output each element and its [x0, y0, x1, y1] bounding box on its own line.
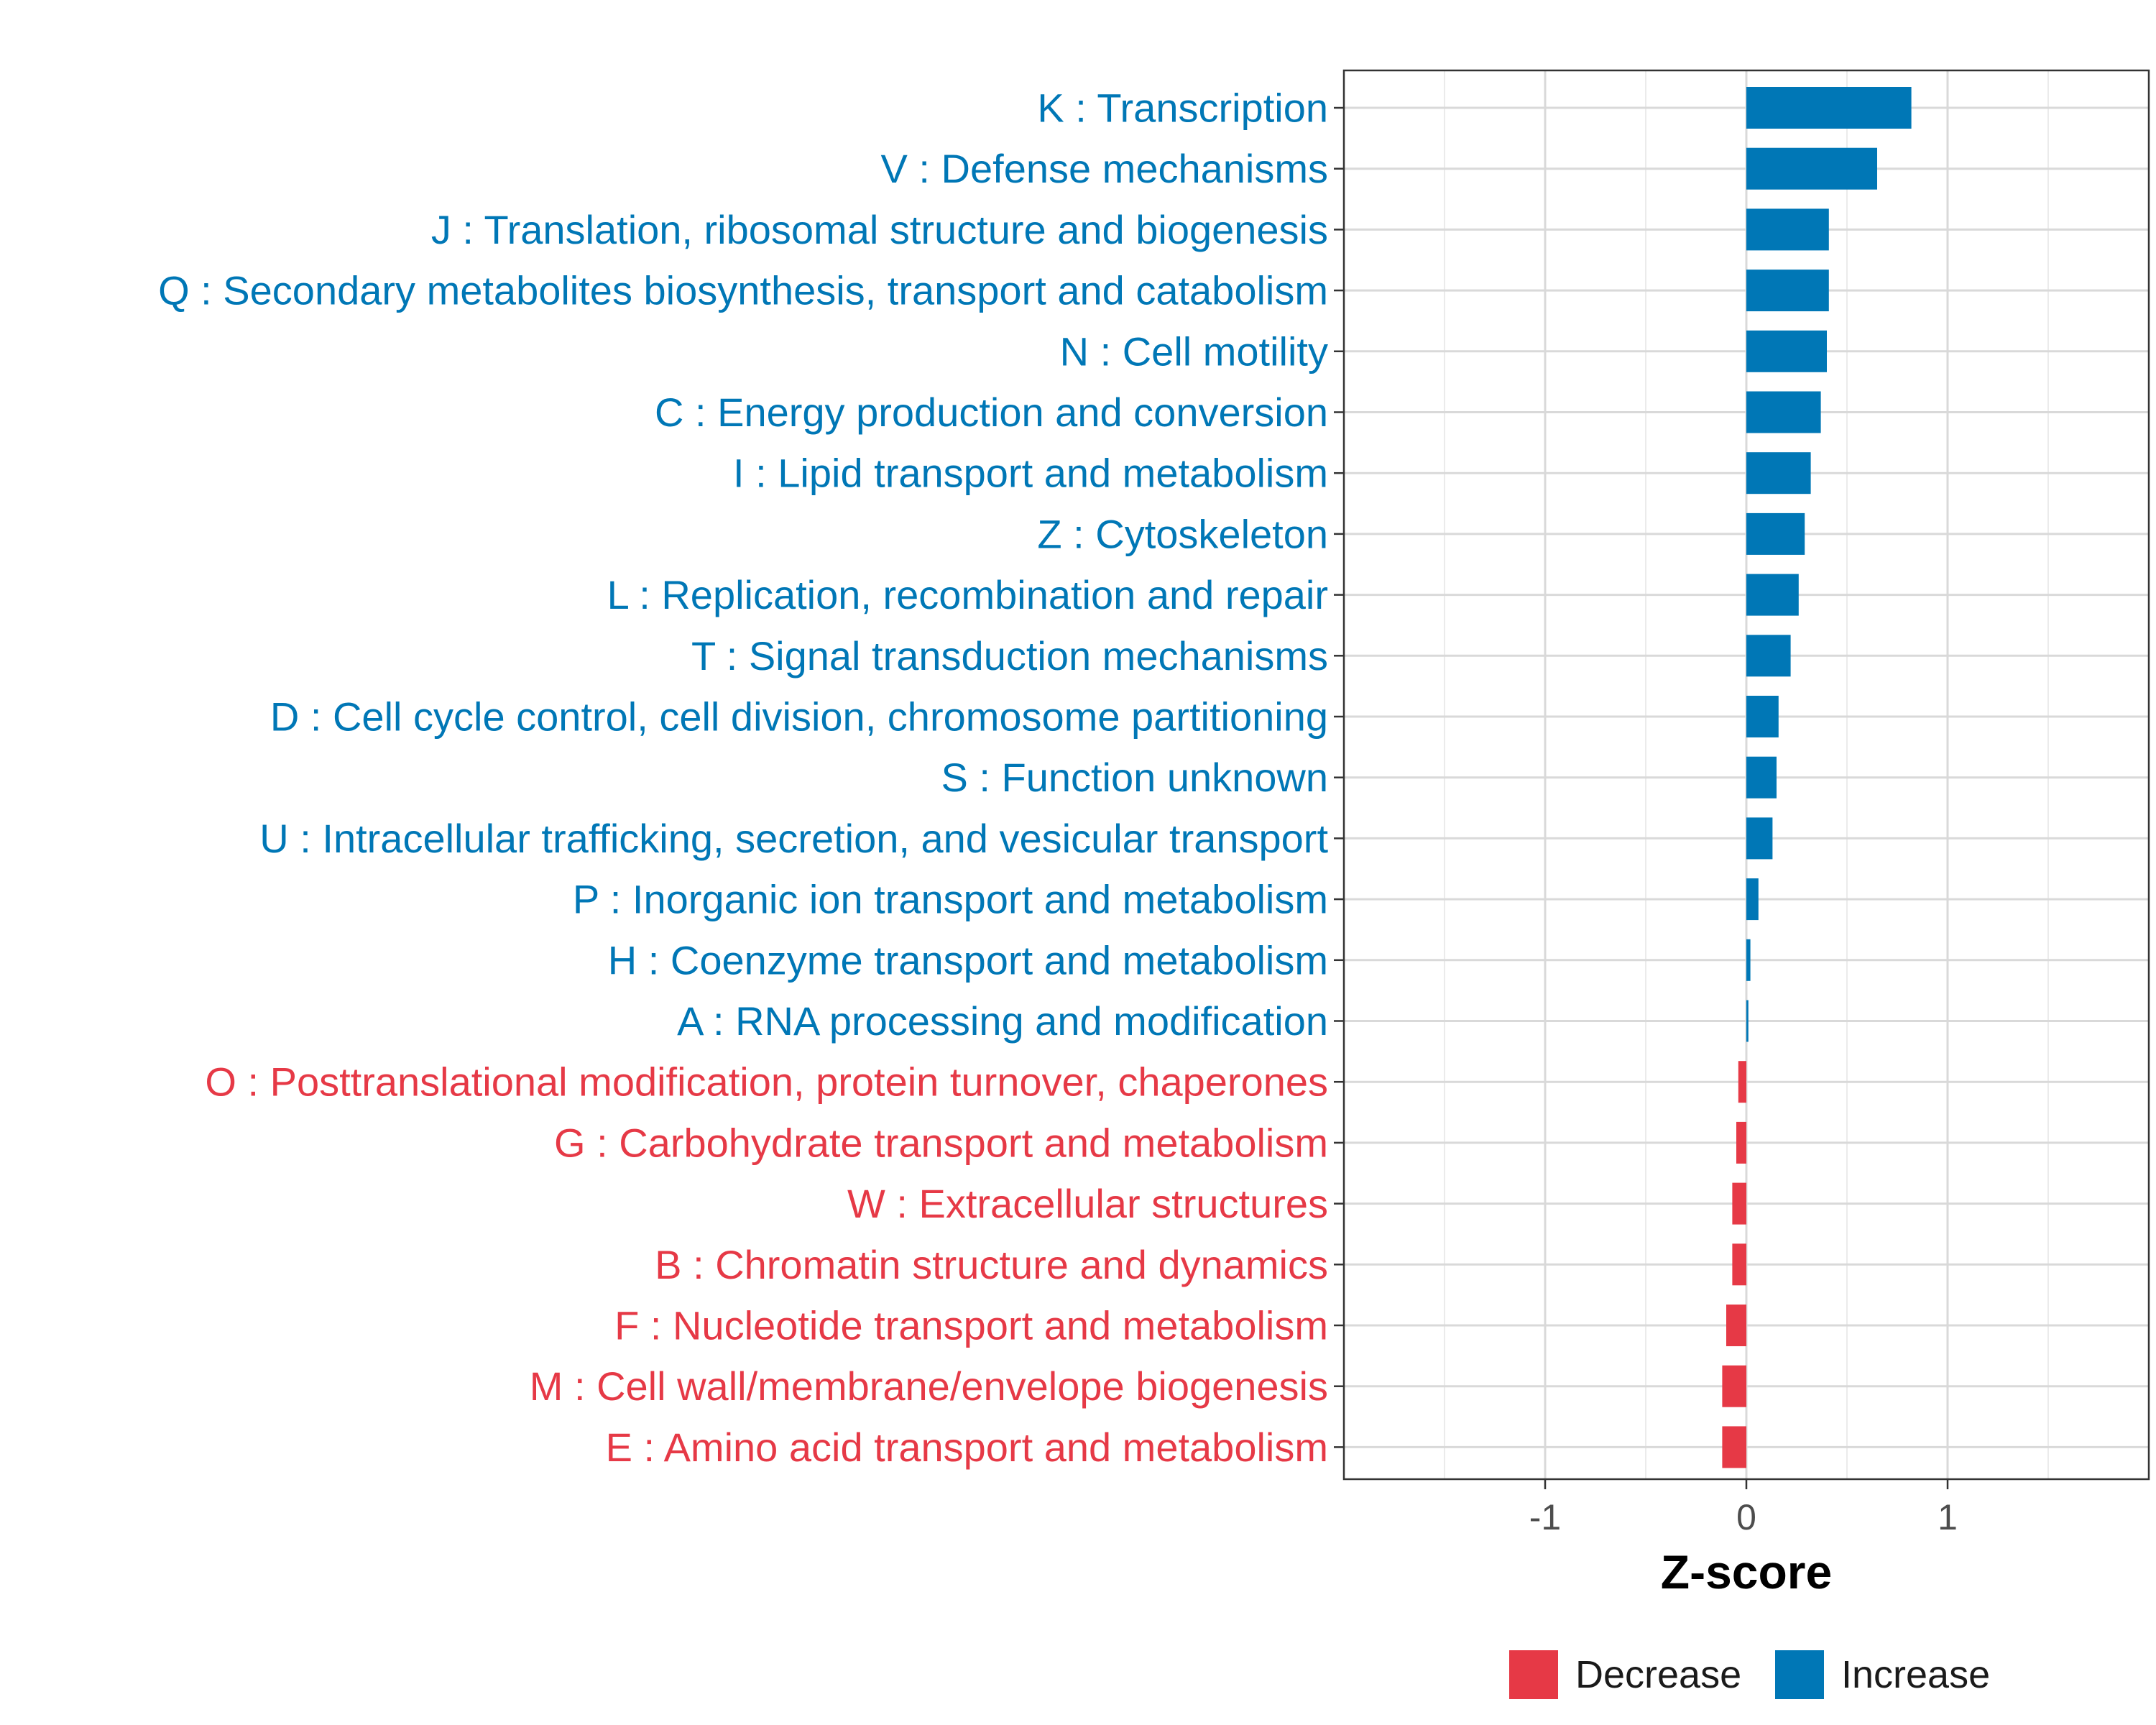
bar	[1722, 1426, 1746, 1468]
bar	[1746, 756, 1777, 799]
bar	[1746, 939, 1751, 981]
bar	[1746, 696, 1779, 737]
bar	[1746, 452, 1811, 494]
bar	[1732, 1243, 1746, 1286]
legend-label-increase: Increase	[1841, 1653, 1990, 1696]
bar	[1746, 878, 1759, 921]
x-tick-label: -1	[1529, 1497, 1561, 1537]
bar	[1746, 147, 1877, 190]
y-tick-label: O : Posttranslational modification, prot…	[205, 1059, 1328, 1105]
y-tick-label: N : Cell motility	[1060, 328, 1328, 374]
bar	[1726, 1305, 1746, 1346]
x-axis: -1 0 1	[1529, 1479, 1958, 1537]
y-tick-label: D : Cell cycle control, cell division, c…	[270, 694, 1328, 740]
y-tick-label: S : Function unknown	[941, 755, 1328, 800]
y-tick-label: Z : Cytoskeleton	[1037, 511, 1328, 556]
y-tick-label: P : Inorganic ion transport and metaboli…	[573, 877, 1328, 922]
legend-label-decrease: Decrease	[1575, 1653, 1741, 1696]
bar	[1738, 1061, 1746, 1103]
y-tick-label: I : Lipid transport and metabolism	[733, 451, 1328, 496]
y-tick-label: C : Energy production and conversion	[655, 390, 1328, 435]
legend-key-increase	[1775, 1650, 1824, 1699]
bars	[1722, 87, 1912, 1468]
bar	[1746, 87, 1912, 129]
y-tick-label: U : Intracellular trafficking, secretion…	[259, 816, 1328, 861]
bar	[1746, 574, 1799, 616]
bar	[1722, 1365, 1746, 1407]
legend-key-decrease	[1509, 1650, 1558, 1699]
y-tick-label: M : Cell wall/membrane/envelope biogenes…	[530, 1363, 1328, 1409]
y-tick-label: H : Coenzyme transport and metabolism	[608, 937, 1328, 983]
bar	[1746, 512, 1805, 555]
x-axis-title: Z-score	[1661, 1545, 1832, 1598]
bar	[1746, 270, 1829, 312]
y-tick-label: K : Transcription	[1037, 86, 1328, 131]
x-tick-label: 1	[1938, 1497, 1958, 1537]
y-axis-ticks	[1334, 106, 1344, 1448]
y-tick-label: W : Extracellular structures	[847, 1181, 1328, 1226]
bar	[1732, 1182, 1746, 1225]
bar	[1746, 330, 1827, 372]
legend: Decrease Increase	[1509, 1650, 1990, 1699]
bar	[1746, 817, 1773, 860]
x-tick-label: 0	[1736, 1497, 1756, 1537]
y-tick-label: B : Chromatin structure and dynamics	[655, 1242, 1328, 1287]
y-tick-label: F : Nucleotide transport and metabolism	[614, 1303, 1328, 1348]
y-tick-label: G : Carbohydrate transport and metabolis…	[554, 1120, 1328, 1165]
y-tick-label: T : Signal transduction mechanisms	[691, 633, 1328, 678]
y-tick-label: L : Replication, recombination and repai…	[607, 572, 1328, 617]
y-tick-label: J : Translation, ribosomal structure and…	[431, 207, 1328, 252]
y-tick-label: Q : Secondary metabolites biosynthesis, …	[158, 268, 1328, 313]
bar	[1746, 208, 1829, 251]
y-tick-label: V : Defense mechanisms	[881, 146, 1328, 191]
bar	[1746, 391, 1821, 433]
bar	[1746, 635, 1791, 677]
bar	[1736, 1121, 1746, 1164]
y-axis-labels: K : Transcription V : Defense mechanisms J…	[158, 86, 1328, 1470]
y-tick-label: A : RNA processing and modification	[677, 998, 1328, 1044]
y-tick-label: E : Amino acid transport and metabolism	[606, 1425, 1328, 1470]
bar	[1746, 1000, 1749, 1042]
